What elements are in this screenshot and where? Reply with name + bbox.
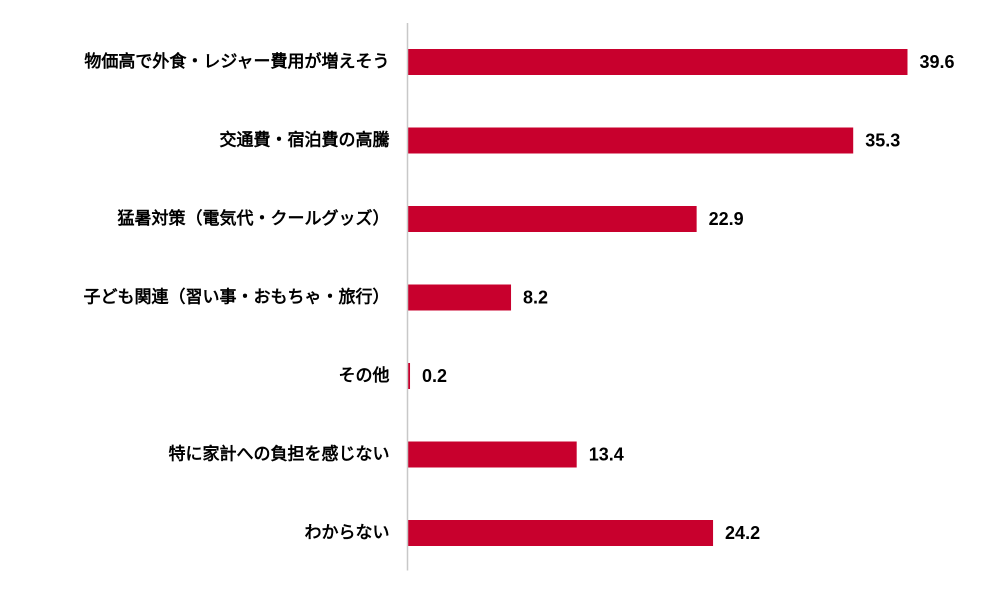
value-label-4: 0.2 [422, 366, 447, 386]
value-label-6: 24.2 [725, 523, 760, 543]
category-label-5: 特に家計への負担を感じない [169, 444, 390, 465]
bar-5 [407, 441, 577, 468]
value-label-5: 13.4 [589, 445, 624, 465]
value-label-3: 8.2 [523, 288, 548, 308]
bar-4 [407, 363, 411, 389]
category-label-4: その他 [339, 365, 390, 386]
bar-2 [407, 206, 697, 232]
category-label-0: 物価高で外食・レジャー費用が増えそう [84, 51, 389, 72]
category-labels-group: 物価高で外食・レジャー費用が増えそう交通費・宿泊費の高騰猛暑対策（電気代・クール… [84, 51, 391, 543]
bar-6 [407, 520, 714, 546]
value-label-0: 39.6 [920, 52, 955, 72]
value-labels-group: 39.6 35.3 22.9 8.2 0.2 13.4 24.2 [422, 52, 955, 543]
bar-3 [407, 284, 512, 311]
bars-group [407, 49, 908, 546]
category-label-6: わからない [305, 523, 390, 543]
category-label-2: 猛暑対策（電気代・クールグッズ） [117, 208, 390, 229]
bar-1 [407, 127, 854, 154]
category-label-3: 子ども関連（習い事・おもちゃ・旅行） [84, 287, 390, 308]
value-label-1: 35.3 [865, 131, 900, 151]
category-label-1: 交通費・宿泊費の高騰 [220, 130, 391, 151]
bar-0 [407, 49, 908, 75]
value-label-2: 22.9 [709, 209, 744, 229]
